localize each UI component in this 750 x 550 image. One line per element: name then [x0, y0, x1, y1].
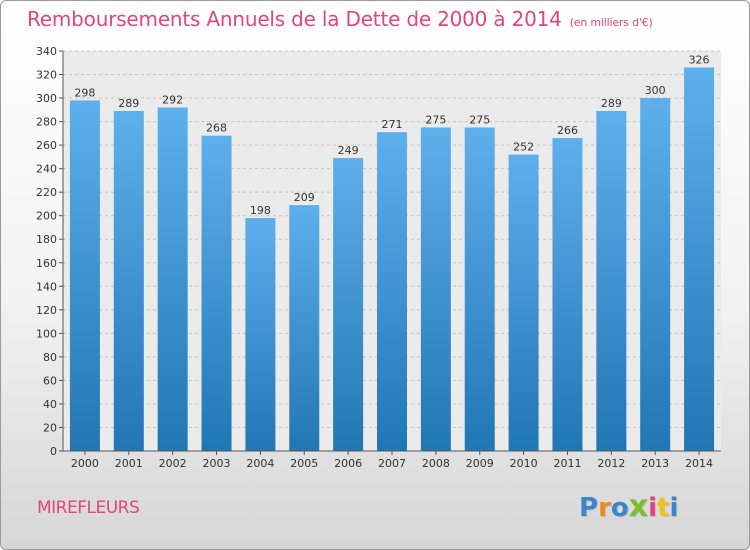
chart-title-text: Remboursements Annuels de la Dette de 20…: [27, 7, 562, 31]
x-tick-label: 2009: [466, 457, 494, 470]
x-tick-label: 2004: [246, 457, 274, 470]
y-tick-label: 120: [36, 304, 57, 317]
x-tick-label: 2007: [378, 457, 406, 470]
bar: [157, 107, 188, 452]
x-tick-label: 2008: [422, 457, 450, 470]
logo-letter: P: [579, 493, 599, 523]
y-tick-label: 340: [36, 45, 57, 58]
y-tick-label: 200: [36, 210, 57, 223]
y-tick-label: 180: [36, 233, 57, 246]
bar-value-label: 289: [601, 97, 622, 110]
bar: [69, 100, 100, 451]
bars: 298 289 292 268 198 209 249 271 275 275 252 266 289 3…: [69, 53, 715, 452]
y-tick-label: 80: [43, 351, 57, 364]
x-tick-label: 2001: [115, 457, 143, 470]
logo-letter: t: [657, 493, 670, 523]
y-tick-label: 20: [43, 421, 57, 434]
y-tick-label: 320: [36, 69, 57, 82]
y-tick-label: 220: [36, 186, 57, 199]
x-tick-label: 2014: [685, 457, 713, 470]
logo-letter: x: [628, 489, 649, 524]
bar: [508, 154, 539, 451]
bar-value-label: 252: [513, 141, 534, 154]
x-tick-label: 2005: [290, 457, 318, 470]
bar: [640, 98, 671, 451]
x-tick-label: 2013: [641, 457, 669, 470]
bar-value-label: 326: [689, 53, 710, 66]
bar-value-label: 300: [645, 84, 666, 97]
bar: [201, 135, 232, 452]
bar: [377, 132, 407, 452]
logo-letter: r: [598, 493, 611, 523]
bar-value-label: 266: [557, 124, 578, 137]
bar-value-label: 275: [425, 113, 446, 126]
bar-value-label: 249: [338, 144, 359, 157]
town-label: MIREFLEURS: [37, 498, 140, 518]
logo-letter: o: [610, 493, 629, 523]
bar-value-label: 289: [118, 97, 139, 110]
chart-subtitle: (en milliers d'€): [569, 16, 653, 29]
logo-letter: i: [669, 493, 679, 523]
bar: [596, 111, 627, 451]
x-tick-label: 2002: [159, 457, 187, 470]
bar: [245, 218, 276, 451]
y-tick-label: 300: [36, 92, 57, 105]
bar: [684, 67, 715, 452]
bar-value-label: 292: [162, 93, 183, 106]
bar-value-label: 298: [74, 86, 95, 99]
y-tick-label: 240: [36, 163, 57, 176]
bar: [464, 127, 495, 452]
bar: [552, 138, 583, 451]
x-tick-label: 2010: [510, 457, 538, 470]
bar-value-label: 268: [206, 122, 227, 135]
logo-letter: i: [648, 493, 658, 523]
y-tick-label: 0: [50, 445, 57, 458]
y-tick-label: 40: [43, 398, 57, 411]
bar-value-label: 275: [469, 113, 490, 126]
proxiti-logo: Proxiti: [579, 489, 678, 524]
bar-value-label: 271: [382, 118, 403, 131]
x-tick-label: 2006: [334, 457, 362, 470]
y-axis: 0 20 40 60 80 100 120 140 160 180 200 220 240 260 280 3…: [36, 45, 64, 458]
x-tick-label: 2000: [71, 457, 99, 470]
y-tick-label: 280: [36, 116, 57, 129]
bar: [113, 111, 144, 451]
y-tick-label: 60: [43, 374, 57, 387]
x-tick-label: 2011: [553, 457, 581, 470]
x-tick-label: 2012: [597, 457, 625, 470]
bar: [420, 127, 451, 452]
bar: [333, 158, 364, 451]
bar-value-label: 198: [250, 204, 271, 217]
bar-value-label: 209: [294, 191, 315, 204]
y-tick-label: 100: [36, 327, 57, 340]
x-tick-label: 2003: [203, 457, 231, 470]
chart-title: Remboursements Annuels de la Dette de 20…: [27, 7, 653, 31]
y-tick-label: 160: [36, 257, 57, 270]
bar: [289, 205, 320, 451]
y-tick-label: 140: [36, 280, 57, 293]
y-tick-label: 260: [36, 139, 57, 152]
x-axis: 2000 2001 2002 2003 2004 2005 2006 2007 2008 2009…: [63, 450, 721, 470]
